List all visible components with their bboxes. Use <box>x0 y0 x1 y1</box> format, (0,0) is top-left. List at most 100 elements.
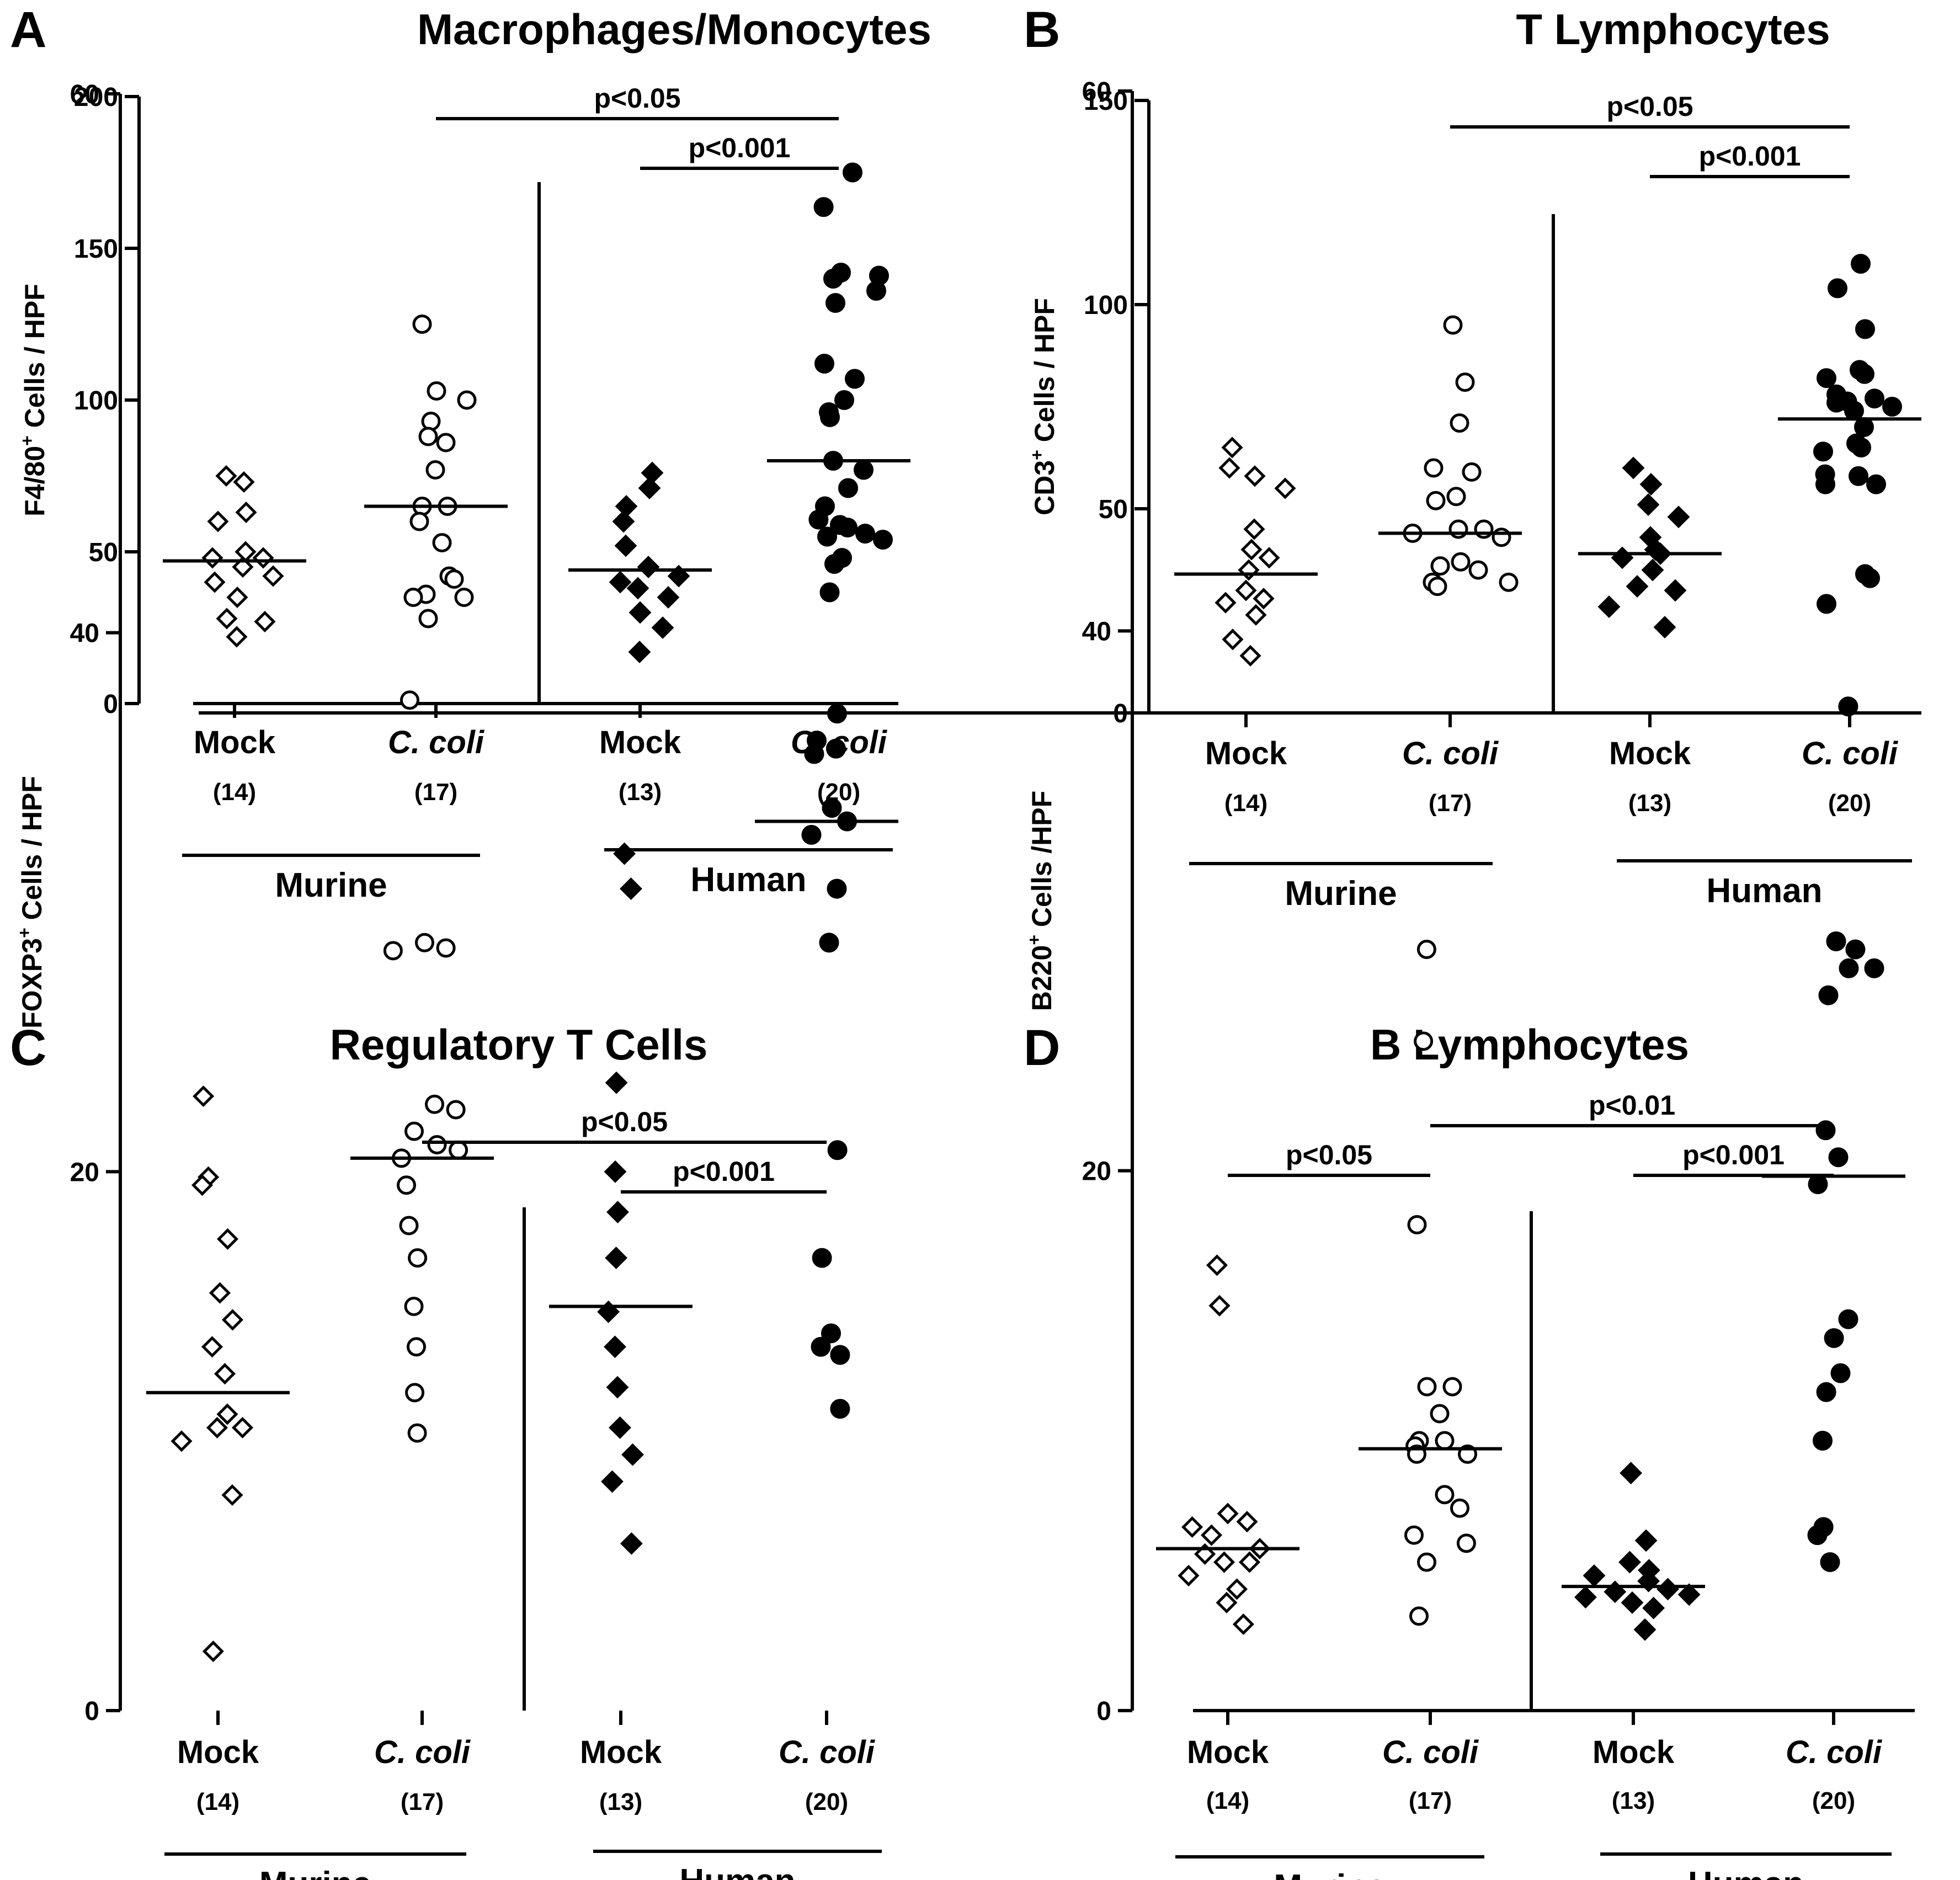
data-point-b-g0 <box>1240 539 1263 561</box>
data-point-c-g2 <box>620 877 642 900</box>
species-label: Murine <box>1285 875 1397 913</box>
group-label: Mock <box>194 725 276 760</box>
data-point-a-g0 <box>254 610 276 633</box>
data-point-a-g1 <box>454 588 474 607</box>
data-point-d-g0 <box>1232 1613 1254 1636</box>
data-point-b-g1 <box>1462 462 1482 482</box>
data-point-b-g2 <box>1639 473 1663 496</box>
data-point-b-g0 <box>1239 645 1261 667</box>
data-point-b-g1 <box>1492 528 1511 547</box>
data-point-a-g2 <box>626 577 649 600</box>
data-point-c-g3 <box>821 1323 841 1344</box>
comparison-label: p<0.001 <box>689 132 791 163</box>
data-point-d-g3 <box>1818 985 1839 1005</box>
data-point-d-g2 <box>1583 1564 1606 1587</box>
data-point-d-g3 <box>1826 931 1846 951</box>
data-point-d-g1 <box>1409 1606 1429 1626</box>
data-point-a-g2 <box>657 586 680 609</box>
data-point-d-g0 <box>1216 1591 1238 1613</box>
data-point-b-g0 <box>1244 465 1266 487</box>
data-point-b-g3 <box>1855 319 1875 339</box>
data-point-b-g2 <box>1653 616 1676 639</box>
data-point-b-g2 <box>1641 558 1664 582</box>
data-point-d-g3 <box>1864 958 1884 978</box>
group-label: C. coli <box>388 725 485 760</box>
y-tick-label: 60 <box>1082 77 1111 106</box>
data-point-c-g1 <box>449 1140 468 1160</box>
data-point-d-g0 <box>1200 1524 1223 1546</box>
data-point-c-g3 <box>813 197 834 217</box>
data-point-b-g0 <box>1258 547 1280 569</box>
data-point-c-g2 <box>605 1071 628 1094</box>
data-point-a-g3 <box>814 354 834 374</box>
data-point-c-g0 <box>216 1228 239 1250</box>
data-point-b-g3 <box>1851 254 1871 274</box>
group-label: C. coli <box>1802 736 1899 771</box>
data-point-a-g0 <box>262 565 284 587</box>
data-point-b-g1 <box>1446 487 1466 507</box>
data-point-a-g1 <box>457 390 477 410</box>
data-point-b-g1 <box>1424 458 1444 478</box>
data-point-c-g1 <box>383 941 403 961</box>
data-point-d-g3 <box>1830 1363 1851 1383</box>
group-label: C. coli <box>1382 1734 1479 1770</box>
group-n: (14) <box>196 1788 239 1815</box>
data-point-c-g3 <box>819 582 840 603</box>
chart-title: Regulatory T Cells <box>330 1020 708 1069</box>
data-point-c-g1 <box>404 1121 424 1141</box>
data-point-c-g0 <box>231 1416 254 1439</box>
data-point-d-g1 <box>1430 1404 1450 1424</box>
data-point-a-g3 <box>873 530 893 550</box>
comparison-label: p<0.05 <box>594 83 680 114</box>
data-point-d-g3 <box>1815 1120 1836 1141</box>
data-point-c-g0 <box>209 1282 231 1304</box>
data-point-a-g2 <box>638 477 661 499</box>
data-point-a-g0 <box>235 541 257 563</box>
data-point-a-g0 <box>215 465 237 487</box>
y-axis-label: CD3+ Cells / HPF <box>1027 298 1060 515</box>
data-point-c-g3 <box>830 1399 850 1419</box>
data-point-d-g1 <box>1414 1031 1434 1051</box>
data-point-b-g0 <box>1274 477 1296 499</box>
data-point-b-g0 <box>1253 588 1275 610</box>
data-point-b-g2 <box>1664 579 1687 602</box>
data-point-d-g0 <box>1206 1254 1228 1276</box>
data-point-a-g1 <box>403 588 423 607</box>
species-label: Human <box>1688 1865 1804 1880</box>
data-point-d-g2 <box>1618 1551 1641 1574</box>
data-point-b-g3 <box>1817 368 1836 388</box>
y-tick-label: 100 <box>74 386 118 416</box>
species-label: Human <box>690 861 806 899</box>
data-point-a-g2 <box>629 601 652 624</box>
y-tick-label: 50 <box>89 538 118 567</box>
y-axis-label: B220+ Cells /HPF <box>1024 791 1057 1011</box>
data-point-c-g0 <box>221 1484 243 1506</box>
data-point-d-g1 <box>1435 1485 1455 1505</box>
data-point-d-g2 <box>1642 1596 1665 1620</box>
data-point-c-g3 <box>804 744 824 764</box>
data-point-d-g0 <box>1238 1551 1261 1573</box>
data-point-c-g2 <box>604 1335 626 1359</box>
data-point-b-g0 <box>1222 629 1244 651</box>
data-point-c-g1 <box>446 1100 466 1120</box>
data-point-a-g0 <box>226 626 248 648</box>
comparison-label: p<0.001 <box>673 1156 775 1187</box>
group-label: C. coli <box>1402 736 1499 771</box>
data-point-d-g1 <box>1450 1498 1469 1518</box>
y-axis-label: F4/80+ Cells / HPF <box>17 284 50 516</box>
data-point-d-g3 <box>1824 1328 1844 1348</box>
data-point-d-g3 <box>1816 1382 1836 1402</box>
data-point-c-g1 <box>427 1135 447 1154</box>
panel-letter: A <box>10 2 46 58</box>
y-axis-label: FOXP3+ Cells / HPF <box>14 776 47 1029</box>
data-point-a-g0 <box>201 547 223 569</box>
data-point-d-g3 <box>1813 1430 1833 1451</box>
data-point-a-g2 <box>637 556 660 578</box>
data-point-a-g2 <box>614 534 637 557</box>
data-point-b-g1 <box>1474 519 1494 539</box>
chart-title: Macrophages/Monocytes <box>417 5 931 54</box>
data-point-c-g0 <box>191 1174 214 1196</box>
data-point-c-g3 <box>827 704 847 724</box>
group-label: Mock <box>177 1734 259 1770</box>
species-label: Human <box>679 1862 795 1880</box>
